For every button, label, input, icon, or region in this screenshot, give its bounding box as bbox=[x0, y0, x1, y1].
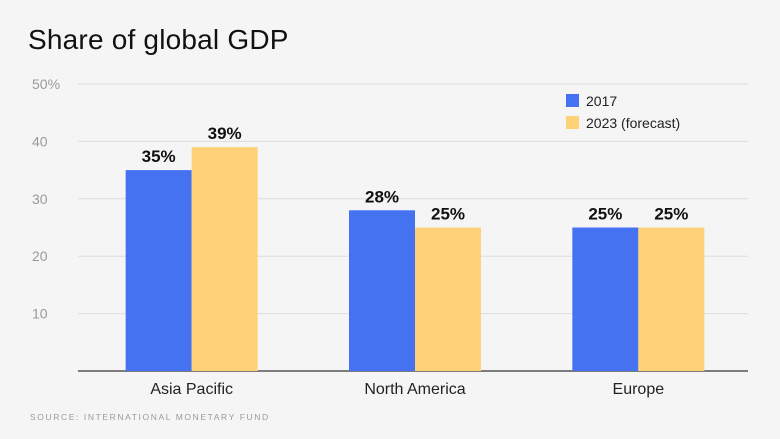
bar-2023-forecast bbox=[638, 227, 705, 371]
category-label: North America bbox=[364, 381, 465, 398]
chart-title: Share of global GDP bbox=[28, 24, 289, 55]
data-label: 25% bbox=[588, 205, 622, 224]
category-label: Asia Pacific bbox=[150, 381, 233, 398]
bar-2017 bbox=[349, 210, 415, 371]
y-tick-label: 20 bbox=[32, 248, 48, 264]
legend-label: 2017 bbox=[586, 93, 617, 109]
source-note: Source: International Monetary Fund bbox=[30, 412, 270, 422]
data-label: 25% bbox=[431, 205, 465, 224]
data-label: 25% bbox=[654, 205, 688, 224]
bar-2023-forecast bbox=[415, 227, 481, 371]
data-label: 39% bbox=[208, 124, 242, 143]
legend-label: 2023 (forecast) bbox=[586, 115, 680, 131]
legend-swatch bbox=[566, 116, 579, 129]
bar-2017 bbox=[572, 227, 639, 371]
bar-2017 bbox=[125, 170, 192, 371]
y-tick-label: 10 bbox=[32, 306, 48, 322]
y-tick-label: 40 bbox=[32, 133, 48, 149]
y-tick-label: 50% bbox=[32, 76, 60, 92]
data-label: 35% bbox=[142, 147, 176, 166]
legend-swatch bbox=[566, 94, 579, 107]
data-label: 28% bbox=[365, 187, 399, 206]
bar-2023-forecast bbox=[191, 147, 258, 371]
category-label: Europe bbox=[613, 381, 665, 398]
y-tick-label: 30 bbox=[32, 191, 48, 207]
